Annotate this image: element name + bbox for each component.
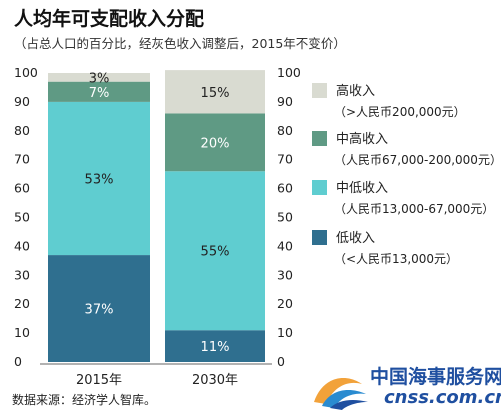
data-label: 7% xyxy=(89,86,110,101)
y-tick-right: 10 xyxy=(277,325,293,340)
y-tick-right: 90 xyxy=(277,94,293,109)
bar-segment xyxy=(48,81,150,102)
y-tick-left: 0 xyxy=(14,354,22,369)
y-tick-left: 90 xyxy=(14,94,30,109)
legend-range: （人民币67,000-200,000元） xyxy=(334,153,501,167)
y-tick-right: 70 xyxy=(277,152,293,167)
y-tick-right: 40 xyxy=(277,238,293,253)
y-tick-left: 70 xyxy=(14,152,30,167)
bar-segment xyxy=(48,255,150,362)
y-tick-right: 60 xyxy=(277,181,293,196)
legend-swatch xyxy=(312,230,327,245)
data-label: 15% xyxy=(201,86,230,101)
legend-swatch xyxy=(312,83,327,98)
legend-swatch xyxy=(312,131,327,146)
y-tick-right: 30 xyxy=(277,267,293,282)
bar-segment xyxy=(165,171,265,331)
data-label: 53% xyxy=(85,172,114,187)
watermark-en: cnss.com.cn xyxy=(384,387,501,408)
y-tick-right: 80 xyxy=(277,123,293,138)
legend-range: （>人民币200,000元） xyxy=(334,105,466,119)
legend-swatch xyxy=(312,180,327,195)
wave-logo-icon xyxy=(314,378,368,410)
data-label: 37% xyxy=(85,303,114,318)
bar-segment xyxy=(165,113,265,172)
data-label: 55% xyxy=(201,245,230,260)
y-tick-left: 60 xyxy=(14,181,30,196)
site-watermark: 中国海事服务网 cnss.com.cn xyxy=(308,360,501,412)
chart-title: 人均年可支配收入分配 xyxy=(14,8,205,30)
chart-subtitle: （占总人口的百分比，经灰色收入调整后，2015年不变价） xyxy=(14,36,346,51)
data-label: 11% xyxy=(201,340,230,355)
legend-range: （人民币13,000-67,000元） xyxy=(334,202,494,216)
y-tick-left: 10 xyxy=(14,325,30,340)
x-tick-label: 2015年 xyxy=(76,373,122,388)
legend-name: 高收入 xyxy=(336,83,375,99)
y-tick-left: 80 xyxy=(14,123,30,138)
watermark-cn: 中国海事服务网 xyxy=(370,366,501,388)
y-tick-right: 50 xyxy=(277,210,293,225)
y-tick-left: 30 xyxy=(14,267,30,282)
y-tick-right: 0 xyxy=(277,354,285,369)
y-tick-left: 40 xyxy=(14,238,30,253)
y-tick-right: 20 xyxy=(277,296,293,311)
legend-name: 中低收入 xyxy=(336,181,388,196)
y-tick-left: 50 xyxy=(14,210,30,225)
legend-name: 低收入 xyxy=(336,231,375,246)
data-source: 数据来源：经济学人智库。 xyxy=(12,393,157,407)
bar-segment xyxy=(48,73,150,82)
y-tick-left: 20 xyxy=(14,296,30,311)
bar-segment xyxy=(48,101,150,256)
data-label: 20% xyxy=(201,136,230,151)
data-label: 3% xyxy=(89,71,110,86)
legend-range: （<人民币13,000元） xyxy=(334,252,458,266)
y-tick-left: 100 xyxy=(14,65,38,80)
x-tick-label: 2030年 xyxy=(192,373,238,388)
bar-segment xyxy=(165,70,265,114)
legend-name: 中高收入 xyxy=(336,131,388,147)
y-tick-right: 100 xyxy=(277,65,301,80)
bar-segment xyxy=(165,330,265,362)
